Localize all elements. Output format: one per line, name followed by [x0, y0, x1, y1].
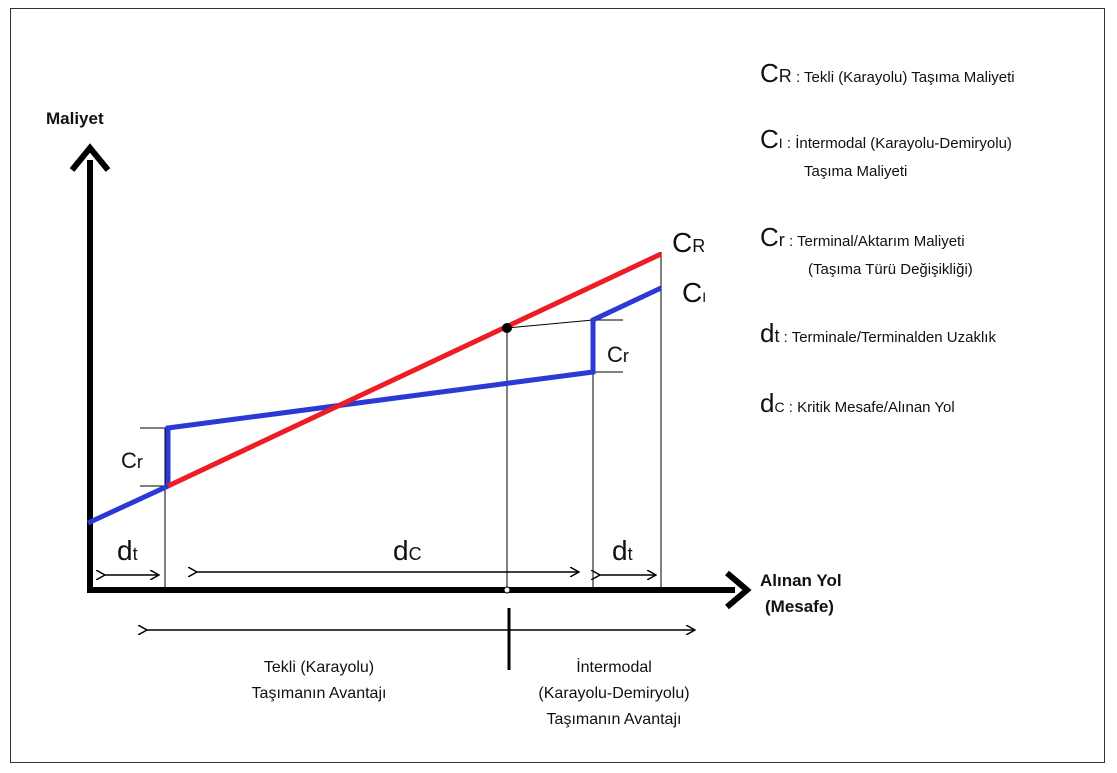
critical-connector: [506, 319, 594, 329]
legend-item-cr-transfer-line2: (Taşıma Türü Değişikliği): [808, 261, 973, 278]
ci-cost-line: [86, 285, 663, 526]
intermodal-advantage-line3: Taşımanın Avantajı: [547, 711, 682, 728]
cr-left-label: Cr: [121, 448, 143, 473]
cr-right-label: Cr: [607, 342, 629, 367]
y-axis-label: Maliyet: [46, 109, 104, 128]
cr-cost-line: [166, 251, 663, 489]
intermodal-advantage-line2: (Karayolu-Demiryolu): [538, 685, 689, 702]
legend-item-ci: CI : İntermodal (Karayolu-Demiryolu): [760, 124, 1012, 154]
x-axis-label: Alınan Yol: [760, 571, 842, 590]
legend-item-cr: CR : Tekli (Karayolu) Taşıma Maliyeti: [760, 58, 1015, 88]
legend-item-cr-transfer: Cr : Terminal/Aktarım Maliyeti: [760, 222, 965, 252]
cr-line-label: CR: [672, 227, 705, 258]
legend: CR : Tekli (Karayolu) Taşıma Maliyeti CI…: [760, 58, 1015, 418]
x-axis-label-sub: (Mesafe): [765, 597, 834, 616]
road-advantage-line1: Tekli (Karayolu): [264, 659, 374, 676]
dc-label: dC: [393, 535, 422, 566]
ci-line-label: CI: [682, 277, 706, 308]
axis-critical-point: [503, 586, 511, 594]
legend-item-dt: dt : Terminale/Terminalden Uzaklık: [760, 318, 996, 348]
y-axis-arrowhead: [69, 143, 111, 172]
legend-item-dc: dC : Kritik Mesafe/Alınan Yol: [760, 388, 955, 418]
intermodal-advantage-line1: İntermodal: [576, 657, 652, 676]
critical-point: [502, 323, 512, 333]
legend-item-ci-line2: Taşıma Maliyeti: [804, 163, 907, 180]
road-advantage-line2: Taşımanın Avantajı: [252, 685, 387, 702]
dt-left-label: dt: [117, 535, 138, 566]
diagram-frame: [10, 8, 1105, 763]
dt-right-label: dt: [612, 535, 633, 566]
x-axis-arrowhead: [725, 570, 752, 610]
